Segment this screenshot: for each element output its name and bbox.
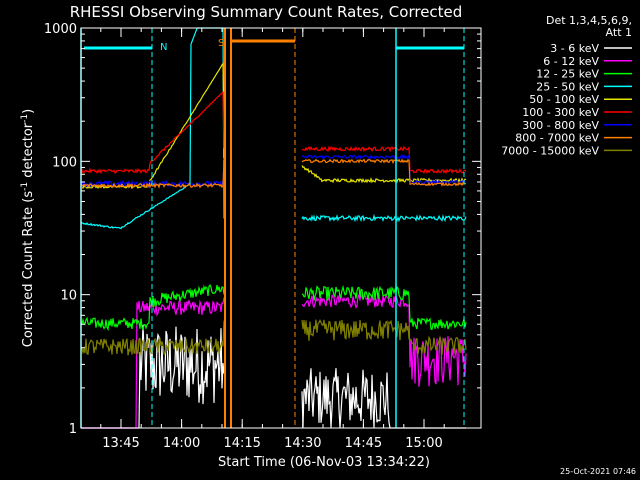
legend-entry-label: 100 - 300 keV — [522, 106, 599, 119]
y-axis-label-sup: -1 — [20, 114, 30, 123]
y-axis-label: Corrected Count Rate (s-1 detector-1) — [20, 109, 36, 347]
y-axis-label-part: detector — [21, 122, 36, 182]
y-axis-label-part: ) — [21, 109, 36, 114]
legend-header: Att 1 — [606, 26, 632, 39]
x-tick-label: 14:15 — [223, 436, 260, 451]
legend-entry-label: 800 - 7000 keV — [515, 132, 599, 145]
series-line-9 — [301, 319, 467, 355]
saa-label: S — [218, 38, 224, 49]
legend-entry-label: 50 - 100 keV — [529, 93, 599, 106]
series-line-6 — [301, 145, 467, 175]
y-tick-label: 1 — [69, 422, 77, 437]
series-line-8 — [80, 159, 225, 189]
legend-entry-label: 300 - 800 keV — [522, 119, 599, 132]
legend-entry-label: 6 - 12 keV — [543, 55, 599, 68]
legend-entry-label: 12 - 25 keV — [536, 68, 599, 81]
x-tick-label: 14:45 — [345, 436, 382, 451]
legend-entry-label: 25 - 50 keV — [536, 80, 599, 93]
y-tick-label: 10 — [60, 289, 77, 304]
legend-header: Det 1,3,4,5,6,9, — [546, 14, 632, 27]
x-tick-label: 14:00 — [163, 436, 200, 451]
legend-entry-label: 3 - 6 keV — [550, 42, 599, 55]
footer-timestamp: 25-Oct-2021 07:46 — [560, 467, 636, 476]
y-tick-label: 100 — [52, 155, 77, 170]
y-axis-label-part: Corrected Count Rate (s — [21, 191, 36, 348]
x-axis-label: Start Time (06-Nov-03 13:34:22) — [218, 455, 430, 470]
x-tick-label: 13:45 — [102, 436, 139, 451]
series-line-5 — [80, 61, 225, 190]
series-line-4 — [301, 213, 467, 223]
x-tick-label: 15:00 — [405, 436, 442, 451]
y-axis-label-sup: -1 — [20, 182, 30, 191]
series-line-3 — [301, 284, 467, 331]
chart-title: RHESSI Observing Summary Count Rates, Co… — [70, 3, 463, 21]
y-axis: 1 10 100 1000 — [44, 22, 481, 437]
plot-frame — [80, 27, 482, 429]
series-line-8 — [301, 158, 467, 187]
legend-entry-label: 7000 - 15000 keV — [501, 144, 599, 157]
x-tick-label: 14:30 — [284, 436, 321, 451]
x-axis: 13:45 14:00 14:15 14:30 14:45 15:00 — [100, 28, 445, 451]
night-label: N — [160, 42, 167, 53]
series-line-7 — [301, 153, 467, 186]
y-tick-label: 1000 — [44, 22, 77, 37]
